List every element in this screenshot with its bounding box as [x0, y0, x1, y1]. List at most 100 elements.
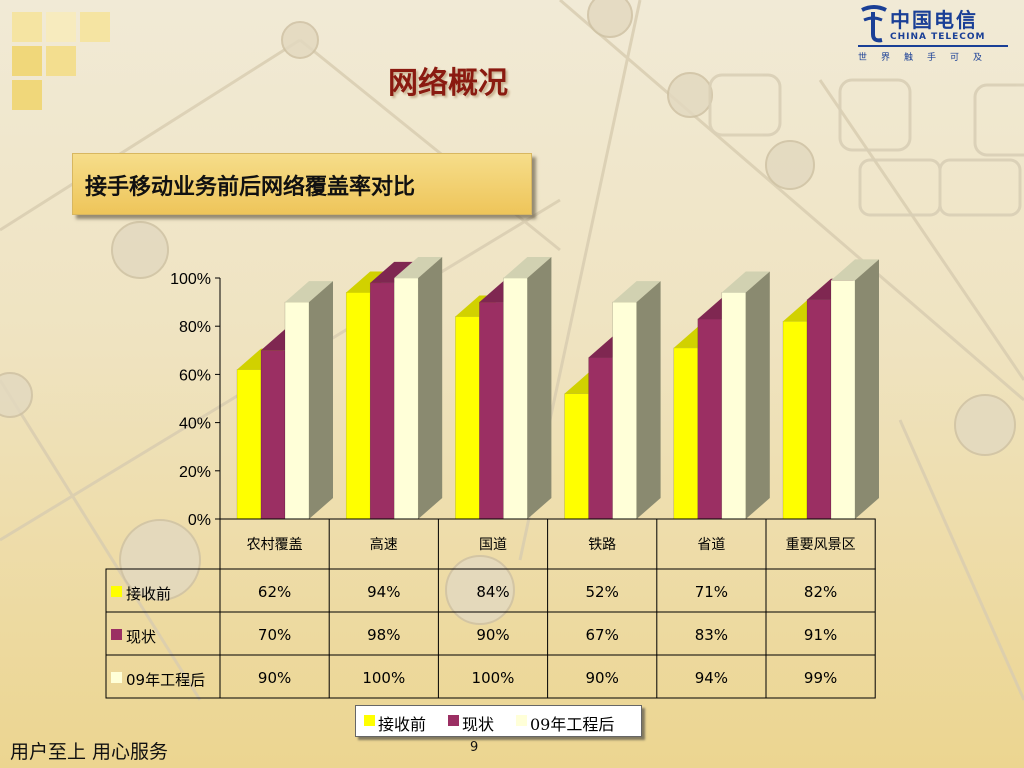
- chart-bars: [236, 257, 879, 520]
- bar-front: [782, 321, 808, 520]
- bar-side: [309, 281, 333, 519]
- data-label: 70%: [258, 626, 291, 644]
- decor-square: [46, 12, 76, 42]
- table-series-swatch: [111, 586, 122, 597]
- decor-square: [12, 12, 42, 42]
- page-number: 9: [470, 740, 479, 755]
- bar-front: [369, 282, 395, 520]
- china-telecom-logo: 中国电信 CHINA TELECOM 世界触手可及: [858, 4, 1018, 64]
- bar-front: [806, 299, 832, 520]
- bar-top: [394, 257, 443, 278]
- table-series-name: 09年工程后: [126, 671, 205, 689]
- data-label: 62%: [258, 583, 291, 601]
- bar-front: [673, 347, 699, 520]
- bar-top: [831, 259, 879, 281]
- bar-front: [721, 292, 747, 520]
- logo-slogan: 世界触手可及: [858, 53, 997, 63]
- bar-2-2: [369, 261, 419, 520]
- decor-square: [12, 80, 42, 110]
- table-series-name: 接收前: [126, 585, 171, 603]
- y-tick-label: 60%: [179, 367, 211, 384]
- table-series-name: 现状: [126, 628, 156, 646]
- table-body-border: [105, 568, 876, 699]
- data-label: 99%: [804, 669, 837, 687]
- data-label: 52%: [586, 583, 619, 601]
- data-label: 90%: [476, 626, 509, 644]
- data-label: 91%: [804, 626, 837, 644]
- category-label: 国道: [479, 537, 507, 553]
- bar-front: [697, 318, 723, 520]
- bar-front: [260, 350, 286, 520]
- category-label: 重要风景区: [786, 537, 856, 553]
- bar-top: [503, 257, 552, 278]
- bar-side: [745, 271, 770, 519]
- bar-side: [527, 257, 552, 519]
- category-label: 农村覆盖: [247, 537, 303, 553]
- data-label: 82%: [804, 583, 837, 601]
- bar-top: [612, 281, 661, 303]
- logo-divider: [858, 45, 1008, 47]
- legend-label-series1: 接收前: [378, 715, 427, 734]
- bar-3-2: [393, 257, 443, 520]
- bar-side: [636, 281, 661, 519]
- decor-square: [12, 46, 42, 76]
- table-series-swatch: [111, 629, 122, 640]
- bar-3-5: [721, 271, 770, 520]
- telecom-emblem-icon: [861, 5, 887, 43]
- chart-legend: 接收前 现状 09年工程后: [355, 705, 642, 737]
- table-series-swatch: [111, 672, 122, 683]
- y-tick-label: 100%: [170, 271, 211, 288]
- logo-english-name: CHINA TELECOM: [890, 32, 986, 42]
- category-label: 省道: [697, 537, 725, 553]
- bar-3-3: [503, 257, 552, 520]
- bar-3-1: [284, 281, 333, 520]
- category-label: 高速: [370, 536, 398, 553]
- data-label: 71%: [695, 583, 728, 601]
- chart-subtitle: 接手移动业务前后网络覆盖率对比: [85, 175, 416, 200]
- bar-top: [721, 271, 770, 293]
- data-label: 100%: [362, 669, 405, 687]
- bar-3-4: [612, 281, 661, 520]
- y-tick-label: 80%: [179, 319, 211, 336]
- bar-top: [370, 261, 419, 283]
- legend-swatch-series2: [448, 715, 459, 726]
- data-label: 67%: [586, 626, 619, 644]
- decor-square: [46, 46, 76, 76]
- data-label: 94%: [367, 583, 400, 601]
- bar-side: [855, 259, 879, 519]
- y-tick-label: 20%: [179, 464, 211, 481]
- bar-1-5: [673, 326, 722, 520]
- bar-front: [612, 301, 637, 520]
- bar-top: [285, 281, 333, 303]
- bar-front: [503, 277, 528, 520]
- data-label: 98%: [367, 626, 400, 644]
- y-tick-label: 40%: [179, 416, 211, 433]
- y-axis: 0% 20% 40% 60% 80% 100%: [170, 271, 221, 529]
- legend-swatch-series3: [516, 715, 527, 726]
- data-label: 90%: [258, 669, 291, 687]
- legend-label-series3: 09年工程后: [530, 715, 615, 734]
- page-title: 网络概况: [388, 66, 508, 101]
- decor-square: [80, 12, 110, 42]
- bar-front: [393, 277, 419, 520]
- bar-front: [564, 393, 589, 520]
- legend-swatch-series1: [364, 715, 375, 726]
- bar-front: [588, 357, 613, 520]
- footer-slogan: 用户至上 用心服务: [10, 741, 169, 763]
- bar-front: [345, 292, 371, 520]
- data-label: 90%: [586, 669, 619, 687]
- bar-3-6: [830, 259, 879, 520]
- logo-chinese-name: 中国电信: [890, 8, 978, 32]
- bar-2-6: [806, 278, 855, 520]
- bar-front: [236, 369, 262, 520]
- bar-front: [479, 301, 504, 520]
- data-label: 100%: [472, 669, 515, 687]
- bar-front: [455, 316, 480, 520]
- subtitle-box: 接手移动业务前后网络覆盖率对比: [72, 153, 532, 215]
- data-label: 83%: [695, 626, 728, 644]
- bar-front: [284, 301, 310, 520]
- category-label: 铁路: [588, 537, 616, 553]
